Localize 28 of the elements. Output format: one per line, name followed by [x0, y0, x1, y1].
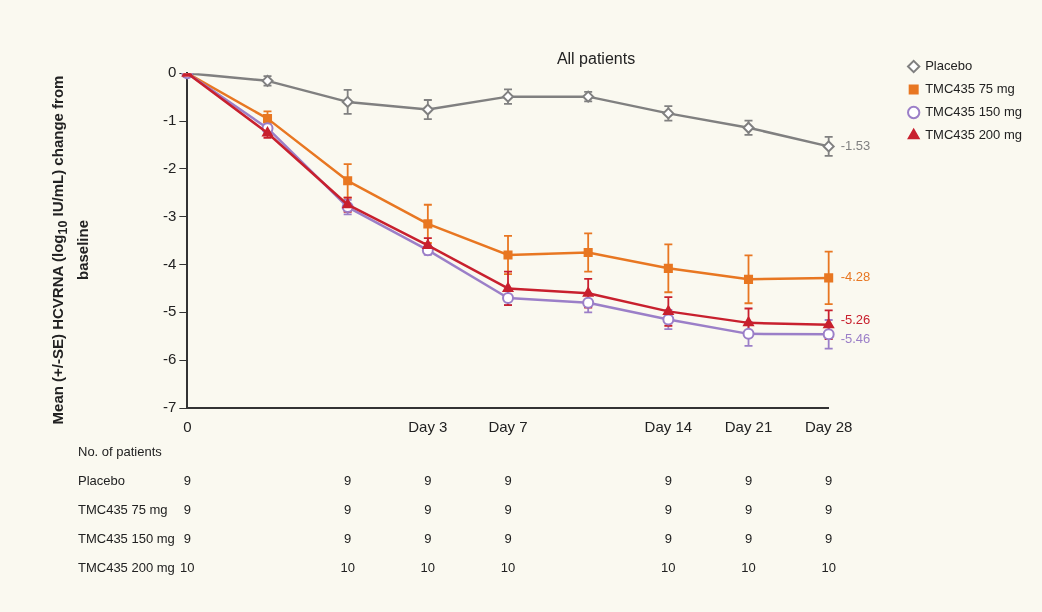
- legend-label: TMC435 150 mg: [925, 104, 1023, 120]
- y-tick-label: -7: [162, 398, 177, 416]
- legend-label: TMC435 200 mg: [925, 127, 1023, 143]
- y-tick-label: 0: [167, 63, 177, 81]
- chart-title: All patients: [556, 50, 636, 68]
- x-tick-label: Day 14: [644, 418, 693, 436]
- x-tick-label: Day 21: [724, 418, 773, 436]
- x-tick-label: 0: [183, 418, 192, 436]
- legend-label: TMC435 75 mg: [925, 81, 1015, 97]
- data-label: -1.53: [840, 137, 871, 153]
- x-tick-label: Day 3: [408, 418, 448, 436]
- x-tick-label: Day 28: [804, 418, 853, 436]
- y-tick-label: -6: [162, 350, 177, 368]
- y-tick-label: -2: [162, 159, 177, 176]
- data-label: -4.28: [840, 269, 871, 285]
- text: Placebo 9 9 9 9 9 9 9: [78, 473, 833, 488]
- text: TMC435 75 mg 9 9 9 9 9 9 9: [78, 502, 833, 517]
- text: TMC435 150 mg 9 9 9 9 9 9 9: [78, 531, 833, 546]
- x-tick-label: Day 7: [488, 418, 528, 436]
- y-tick-label: -5: [162, 302, 177, 320]
- y-tick-label: -1: [162, 111, 177, 129]
- data-label: -5.26: [840, 312, 871, 328]
- y-tick-label: -4: [162, 254, 177, 272]
- legend-label: Placebo: [925, 58, 973, 74]
- text: No. of patients: [78, 444, 162, 459]
- text: TMC435 200 mg 10 10 10 10 10 10 10: [78, 560, 836, 575]
- data-label: -5.46: [840, 330, 871, 346]
- y-tick-label: -3: [162, 206, 177, 224]
